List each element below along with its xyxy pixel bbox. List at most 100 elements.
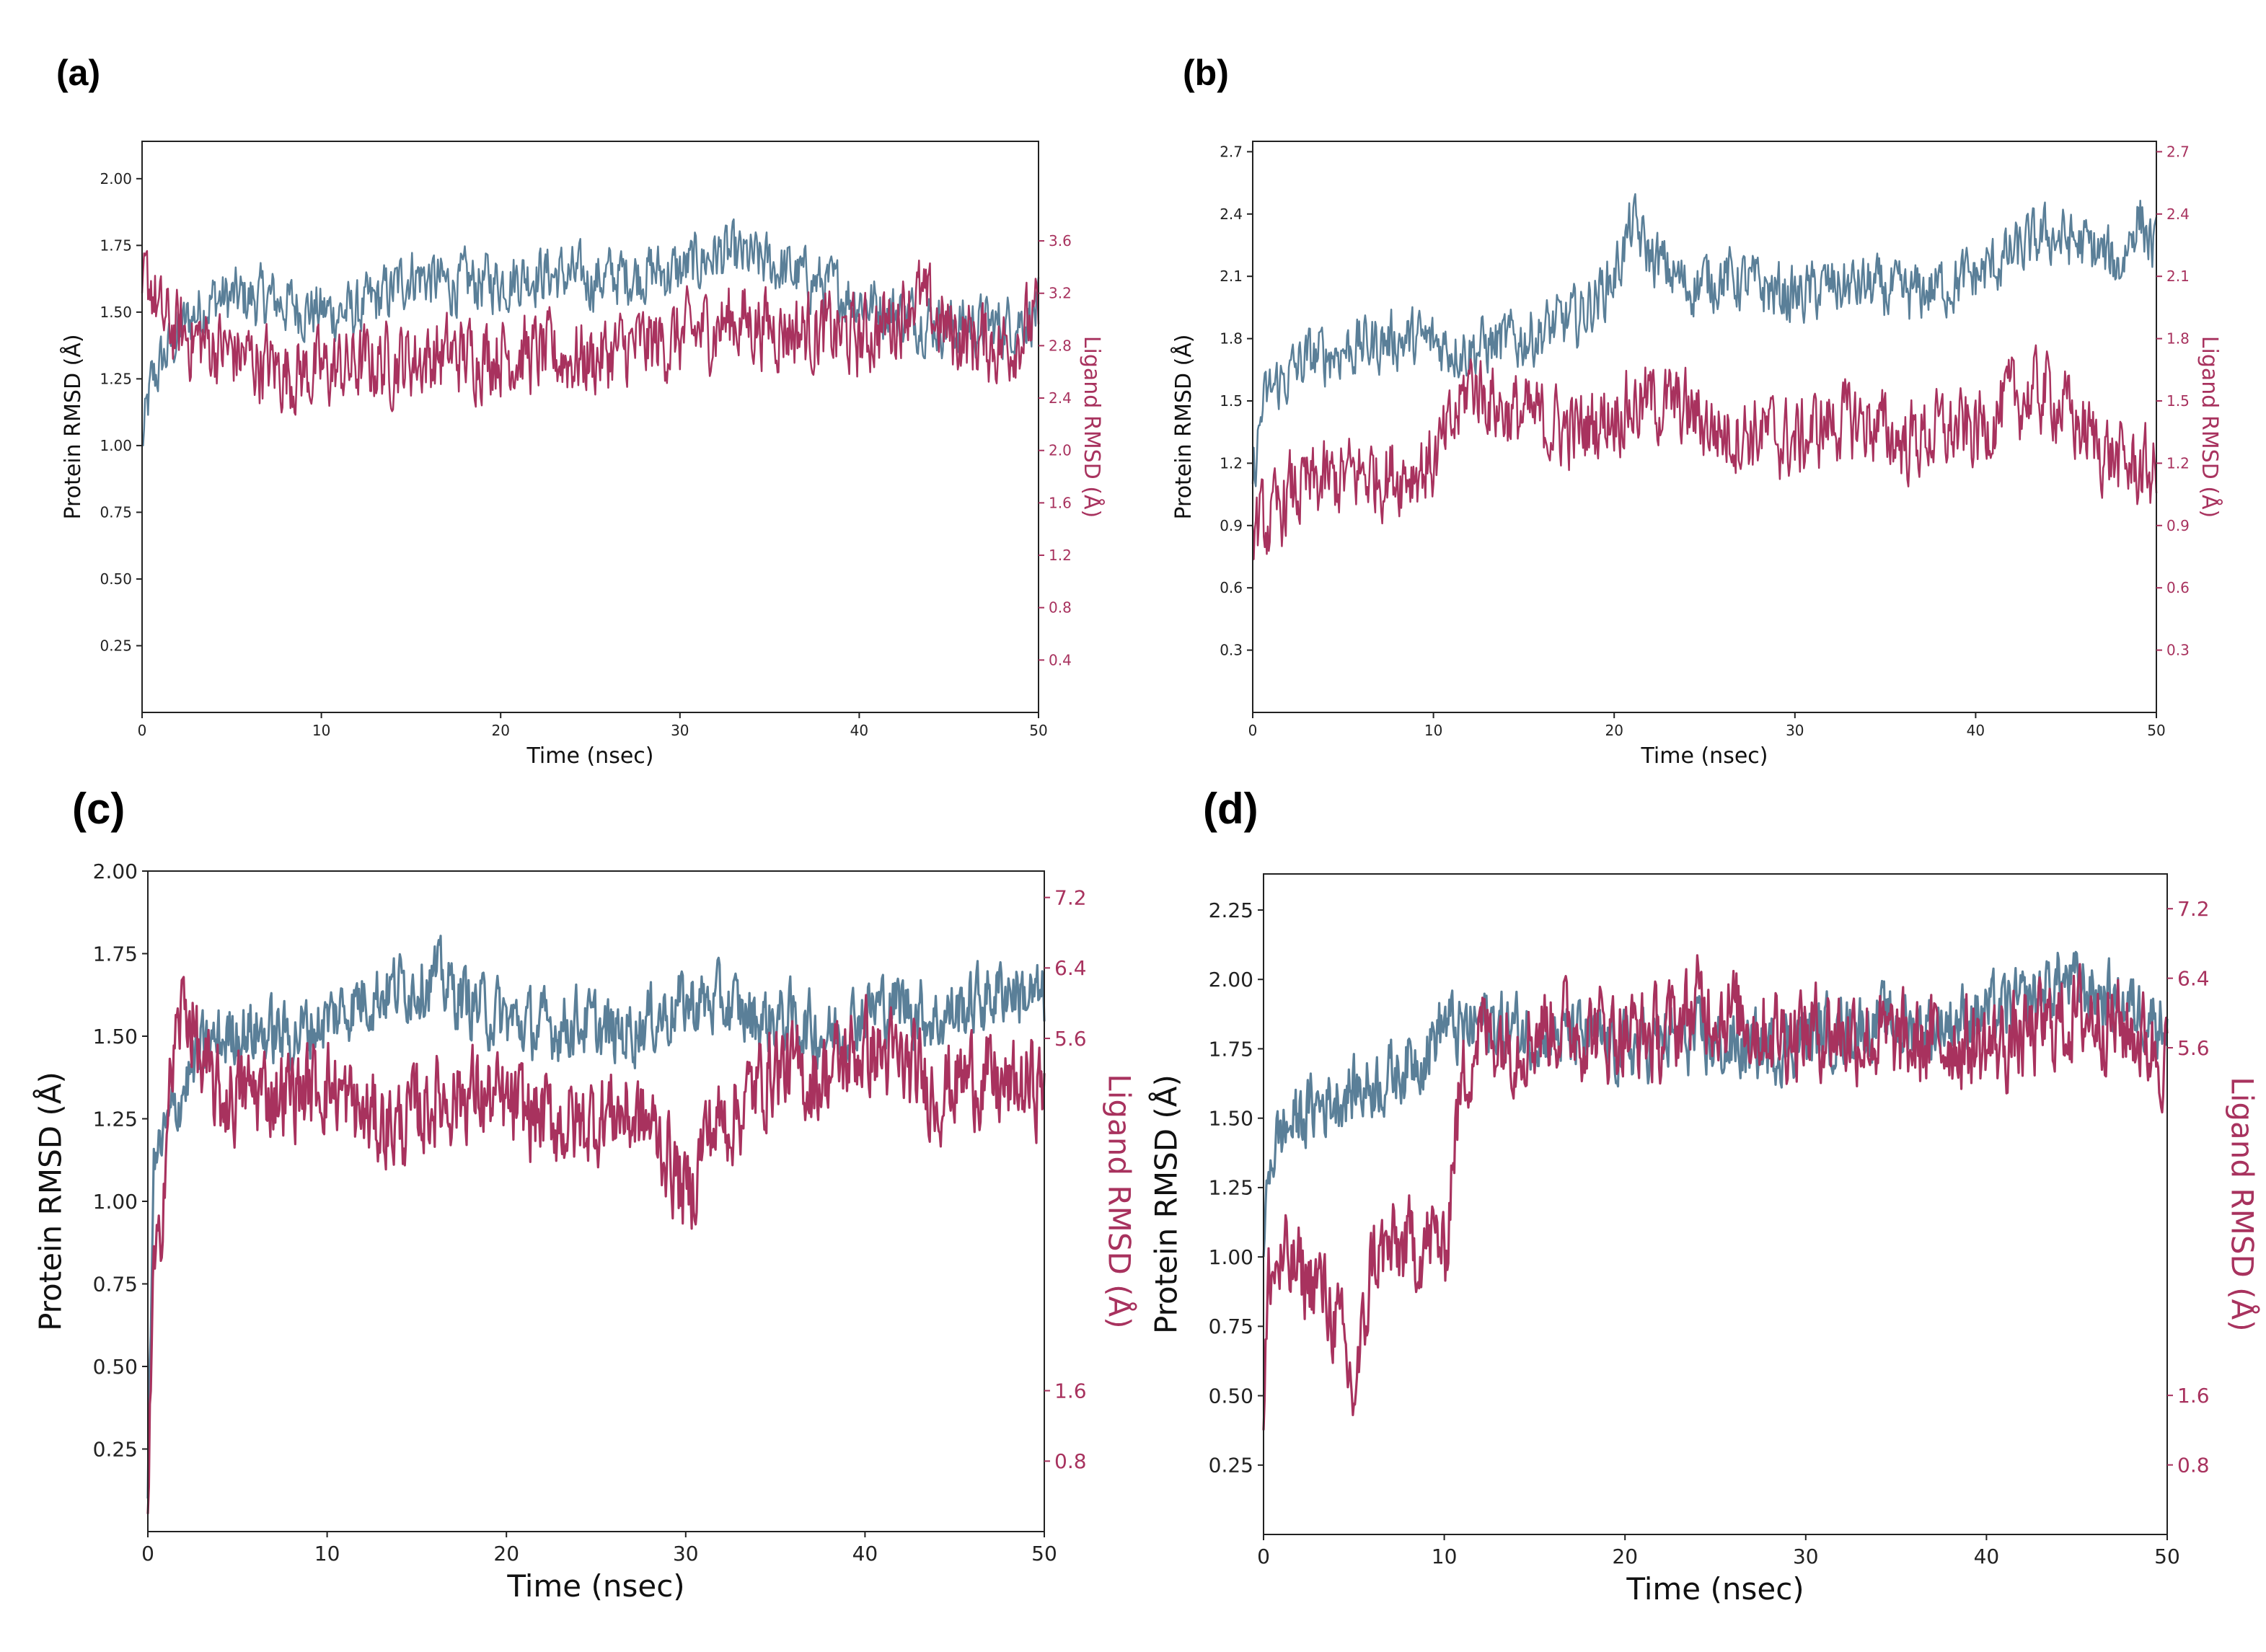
x-tick-label: 30 [1786,722,1804,739]
x-axis-label: Time (nsec) [1626,1571,1804,1607]
y-axis-label: Protein RMSD (Å) [60,334,86,519]
panel-label: (a) [56,53,100,93]
y-tick-label: 1.5 [1220,392,1243,410]
y2-tick-label: 0.8 [1049,599,1072,617]
y2-tick-label: 2.8 [1049,337,1072,354]
y-tick-label: 0.50 [1209,1384,1253,1408]
y2-tick-label: 0.3 [2166,642,2190,659]
y2-tick-label: 3.6 [1049,232,1072,249]
y-tick-label: 1.00 [100,437,132,454]
x-tick-label: 40 [852,1542,878,1565]
y-tick-label: 0.50 [93,1355,138,1379]
y2-tick-label: 2.1 [2166,268,2190,285]
x-tick-label: 30 [671,722,689,739]
y2-tick-label: 7.2 [1054,885,1087,909]
y-tick-label: 1.75 [1209,1037,1253,1061]
y2-tick-label: 0.4 [1049,651,1072,668]
y-tick-label: 0.50 [100,570,132,588]
chart-panel-b: (b) 0 10 20 30 40 50 0.3 0.6 0.9 1.2 1.5 1.8 2.1 2.4 2.… [1171,53,2223,769]
y-tick-label: 1.75 [100,237,132,254]
protein-rmsd-line [1262,950,2169,1258]
y2-tick-label: 6.4 [2177,966,2210,990]
y-tick-label: 2.1 [1220,268,1243,285]
y2-tick-label: 1.2 [1049,547,1072,564]
y2-tick-label: 1.2 [2166,454,2190,472]
y-tick-label: 1.50 [100,304,132,321]
y2-tick-label: 5.6 [1054,1027,1087,1051]
x-tick-label: 20 [493,1542,519,1565]
x-tick-label: 40 [850,722,868,739]
y-tick-label: 1.25 [93,1107,138,1131]
x-tick-label: 20 [1605,722,1623,739]
y2-tick-label: 1.5 [2166,392,2190,410]
y-tick-label: 1.2 [1220,454,1243,472]
y-tick-label: 1.25 [100,370,132,387]
chart-panel-c: (c) 0 10 20 30 40 50 0.25 0.50 0.75 1.00 1.25 1.50 1.… [32,785,1138,1604]
y-axis-label: Protein RMSD (Å) [1171,334,1196,519]
y-tick-label: 0.75 [93,1272,138,1296]
x-tick-label: 40 [1967,722,1985,739]
y2-tick-label: 2.0 [1049,442,1072,459]
x-tick-label: 20 [491,722,509,739]
chart-panel-d: (d) 0 10 20 30 40 50 0.25 0.50 0.75 1.00 1.25 1.50 1.… [1148,785,2261,1607]
y2-tick-label: 3.2 [1049,285,1072,302]
x-tick-label: 10 [1432,1545,1458,1568]
panel-label: (c) [72,785,125,833]
y2-tick-label: 0.6 [2166,579,2190,596]
y-tick-label: 0.25 [1209,1454,1253,1477]
y-tick-label: 0.6 [1220,579,1243,596]
x-tick-label: 10 [1424,722,1442,739]
x-tick-label: 50 [2154,1545,2180,1568]
plot-frame [1263,873,2168,1535]
y-tick-label: 2.00 [100,170,132,187]
y2-tick-label: 1.6 [2177,1384,2210,1408]
y2-tick-label: 5.6 [2177,1036,2210,1060]
panel-label: (b) [1183,53,1229,93]
y2-axis-label: Ligand RMSD (Å) [2225,1077,2261,1331]
y-tick-label: 0.75 [1209,1315,1253,1338]
y-axis-label: Protein RMSD (Å) [32,1072,69,1331]
y2-tick-label: 7.2 [2177,897,2210,921]
x-tick-label: 0 [1257,1545,1270,1568]
y2-tick-label: 1.6 [1049,494,1072,511]
x-tick-label: 50 [1031,1542,1057,1565]
x-tick-label: 0 [1248,722,1258,739]
y2-axis-label: Ligand RMSD (Å) [1102,1074,1138,1328]
y-tick-label: 2.00 [93,860,138,883]
y-axis-label: Protein RMSD (Å) [1148,1074,1184,1334]
chart-panel-a: (a) 0 10 20 30 40 50 0.25 0.50 0.75 1.00 1.25 1.50 1.… [56,53,1105,769]
protein-rmsd-line [146,935,1046,1499]
ligand-rmsd-line [141,249,1040,416]
protein-rmsd-line [1251,193,2158,487]
x-axis-label: Time (nsec) [1641,743,1768,769]
x-axis-label: Time (nsec) [506,1568,684,1604]
x-tick-label: 30 [673,1542,699,1565]
x-tick-label: 0 [138,722,147,739]
x-tick-label: 30 [1793,1545,1819,1568]
y-tick-label: 1.00 [1209,1245,1253,1269]
y-tick-label: 0.25 [100,637,132,654]
plot-frame [1252,141,2157,713]
x-tick-label: 0 [141,1542,154,1565]
y2-tick-label: 1.8 [2166,330,2190,348]
y-tick-label: 2.4 [1220,206,1243,223]
y2-axis-label: Ligand RMSD (Å) [1079,336,1105,518]
y2-tick-label: 2.7 [2166,143,2190,160]
x-tick-label: 10 [312,722,330,739]
x-tick-label: 50 [2147,722,2165,739]
y-tick-label: 1.25 [1209,1176,1253,1200]
y2-tick-label: 6.4 [1054,956,1087,980]
x-tick-label: 50 [1029,722,1047,739]
x-tick-label: 40 [1974,1545,2000,1568]
y-tick-label: 0.9 [1220,517,1243,534]
x-tick-label: 10 [314,1542,340,1565]
y2-tick-label: 0.9 [2166,517,2190,534]
y-tick-label: 1.50 [93,1025,138,1048]
y2-tick-label: 1.6 [1054,1379,1087,1403]
panel-label: (d) [1203,785,1258,833]
y-tick-label: 0.3 [1220,642,1243,659]
y-tick-label: 2.25 [1209,898,1253,922]
ligand-rmsd-line [146,976,1046,1514]
